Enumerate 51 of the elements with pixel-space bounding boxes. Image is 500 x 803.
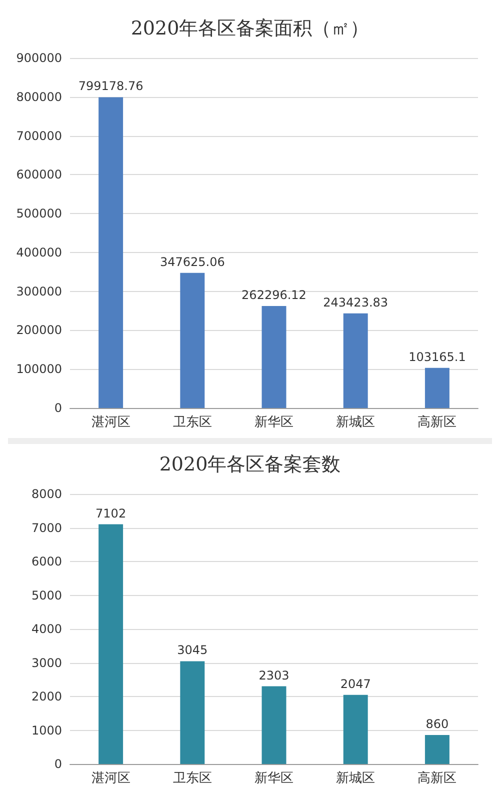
y-tick-label: 700000: [16, 128, 62, 143]
chart-title: 2020年各区备案面积（㎡）: [130, 18, 370, 40]
y-tick-label: 600000: [16, 168, 62, 182]
x-tick-label: 新华区: [254, 415, 294, 430]
y-tick-label: 1000: [31, 723, 62, 738]
y-tick-label: 500000: [16, 206, 62, 221]
bar: [98, 97, 124, 408]
y-tick-label: 3000: [31, 656, 62, 670]
y-tick-label: 0: [54, 757, 62, 771]
x-tick-label: 新城区: [336, 415, 376, 430]
x-tick-label: 湛河区: [91, 771, 130, 786]
data-label: 262296.12: [242, 288, 306, 302]
y-tick-label: 300000: [16, 284, 62, 298]
y-tick-label: 2000: [31, 690, 62, 704]
y-tick-label: 400000: [16, 245, 62, 260]
chart-title: 2020年各区备案套数: [159, 454, 341, 476]
y-tick-label: 4000: [31, 622, 62, 636]
data-label: 347625.06: [160, 254, 225, 269]
y-tick-label: 200000: [16, 323, 62, 338]
x-tick-label: 卫东区: [172, 415, 212, 430]
data-label: 243423.83: [323, 295, 388, 310]
bar: [343, 694, 368, 764]
data-label: 3045: [177, 643, 208, 658]
bar: [180, 272, 205, 408]
y-tick-label: 800000: [16, 90, 62, 104]
data-label: 2303: [258, 668, 290, 682]
x-tick-label: 卫东区: [172, 771, 212, 786]
x-tick-label: 湛河区: [91, 415, 130, 430]
y-tick-label: 900000: [16, 51, 62, 65]
y-tick-label: 0: [54, 401, 62, 415]
bar: [262, 686, 286, 764]
bar: [262, 306, 286, 408]
y-tick-label: 7000: [31, 520, 62, 535]
x-tick-label: 高新区: [418, 770, 457, 786]
y-tick-label: 6000: [31, 554, 62, 568]
data-label: 799178.76: [78, 79, 144, 94]
x-tick-label: 新华区: [254, 771, 294, 786]
data-label: 103165.1: [408, 350, 466, 364]
y-tick-label: 8000: [31, 487, 62, 501]
bar: [343, 313, 368, 408]
x-tick-label: 高新区: [418, 414, 457, 430]
x-tick-label: 新城区: [336, 771, 376, 786]
data-label: 860: [426, 716, 449, 731]
data-label: 2047: [340, 676, 371, 691]
bar: [98, 524, 124, 764]
y-tick-label: 100000: [16, 362, 62, 376]
bar: [424, 734, 450, 764]
data-label: 7102: [96, 506, 126, 520]
bar: [180, 661, 205, 764]
y-tick-label: 5000: [31, 588, 62, 602]
bar: [424, 368, 450, 408]
